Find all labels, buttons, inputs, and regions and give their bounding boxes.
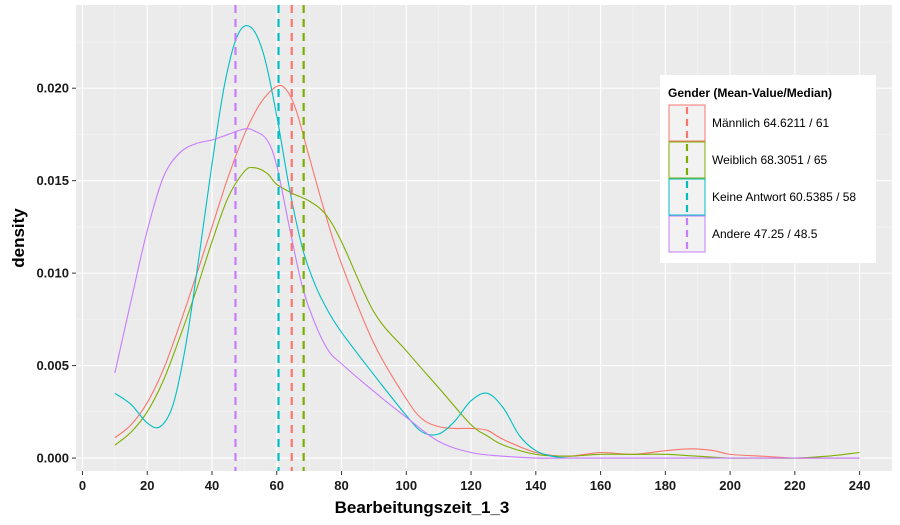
- x-tick-label: 0: [79, 478, 86, 493]
- legend-label: Männlich 64.6211 / 61: [712, 116, 830, 130]
- x-axis: 0 20 40 60 80 100 120 140 160 180 200 220 240: [79, 471, 871, 493]
- x-tick-label: 200: [719, 478, 741, 493]
- x-tick-label: 180: [654, 478, 676, 493]
- legend-label: Weiblich 68.3051 / 65: [712, 153, 828, 167]
- mean-lines: [234, 5, 305, 471]
- y-tick-label: 0.010: [36, 266, 69, 281]
- y-tick-label: 0.020: [36, 81, 69, 96]
- x-tick-label: 120: [460, 478, 482, 493]
- density-curves: [114, 25, 860, 459]
- x-axis-title: Bearbeitungszeit_1_3: [335, 498, 510, 517]
- legend-label: Keine Antwort 60.5385 / 58: [712, 190, 856, 204]
- x-tick-label: 240: [849, 478, 871, 493]
- legend: Gender (Mean-Value/Median) Männlich 64.6…: [660, 75, 876, 263]
- y-tick-label: 0.000: [36, 451, 69, 466]
- x-tick-label: 220: [784, 478, 806, 493]
- legend-label: Andere 47.25 / 48.5: [712, 227, 818, 241]
- y-axis-title: density: [9, 208, 28, 268]
- legend-entries: Männlich 64.6211 / 61 Weiblich 68.3051 / …: [668, 104, 856, 253]
- x-tick-label: 40: [205, 478, 219, 493]
- x-tick-label: 60: [270, 478, 284, 493]
- y-tick-label: 0.015: [36, 173, 69, 188]
- x-tick-label: 80: [334, 478, 348, 493]
- x-tick-label: 160: [590, 478, 612, 493]
- density-curve-3: [114, 25, 569, 459]
- x-tick-label: 140: [525, 478, 547, 493]
- density-curve-1: [114, 84, 860, 459]
- y-tick-label: 0.005: [36, 358, 69, 373]
- density-curve-4: [114, 128, 860, 459]
- y-axis: 0.000 0.005 0.010 0.015 0.020: [36, 81, 76, 466]
- density-curve-2: [114, 166, 860, 459]
- x-tick-label: 20: [140, 478, 154, 493]
- legend-title: Gender (Mean-Value/Median): [668, 86, 832, 100]
- x-tick-label: 100: [395, 478, 417, 493]
